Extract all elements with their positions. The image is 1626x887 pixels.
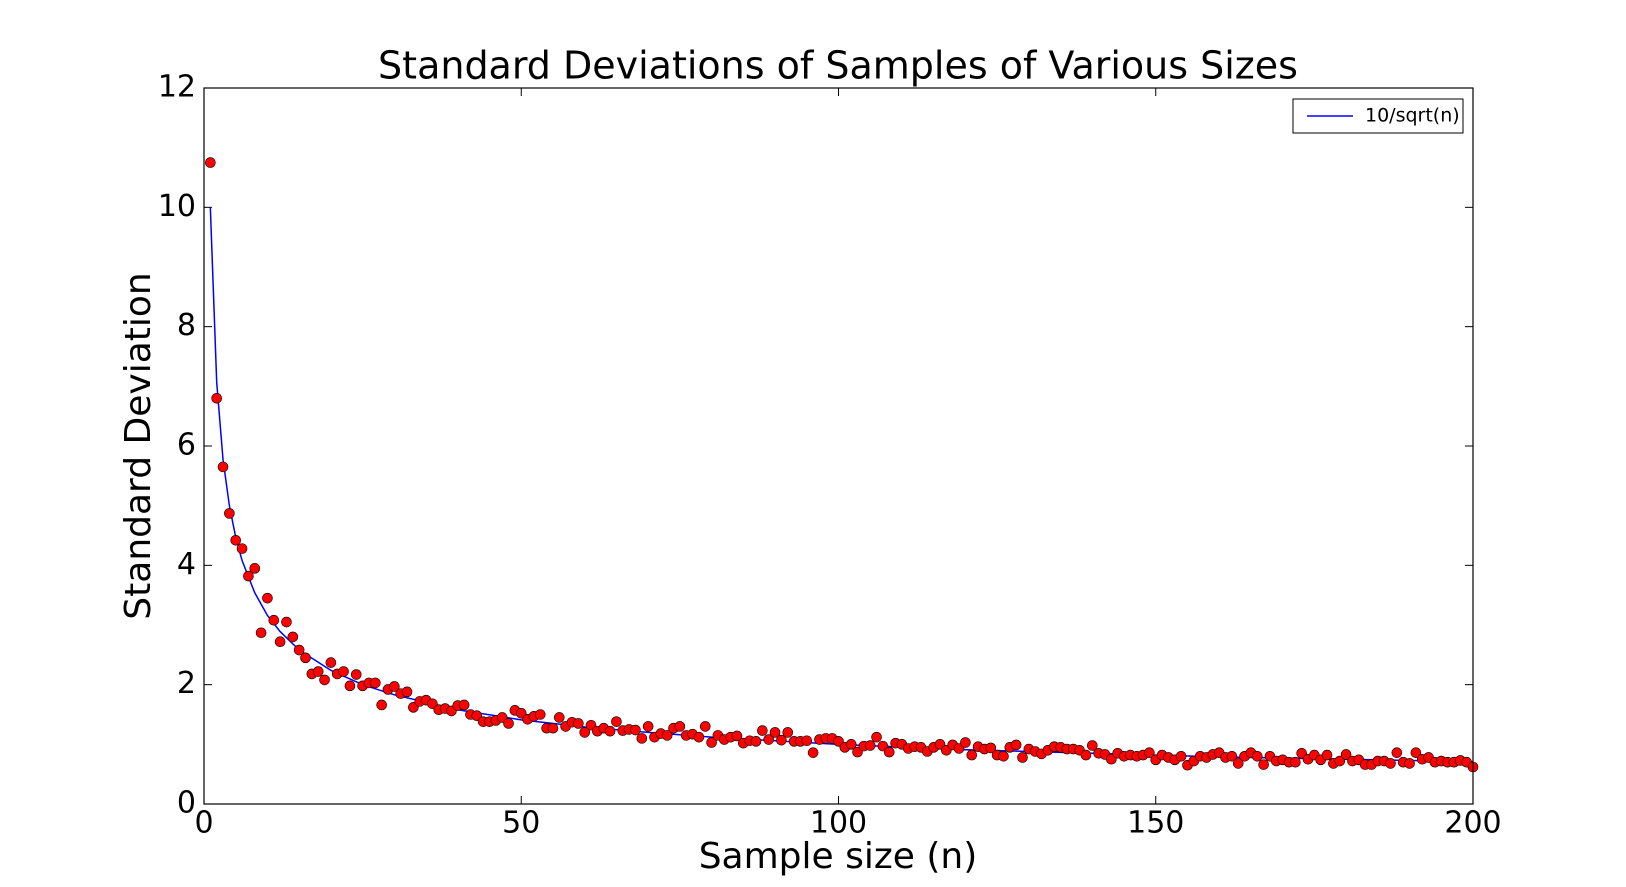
point [642, 721, 654, 732]
point [1290, 756, 1301, 768]
point [1385, 758, 1396, 769]
point [1391, 747, 1403, 758]
point [871, 731, 882, 743]
point [573, 718, 584, 729]
point [300, 652, 311, 664]
point [807, 747, 819, 758]
y-tick-label: 2 [177, 666, 196, 701]
point [1251, 750, 1263, 762]
point [547, 722, 559, 734]
point [389, 681, 400, 692]
point [769, 727, 781, 738]
point [985, 742, 997, 754]
point [262, 592, 273, 604]
point [1340, 749, 1352, 760]
point [1410, 747, 1422, 758]
point [731, 730, 743, 742]
legend-label: 10/sqrt(n) [1365, 105, 1460, 127]
point [1226, 750, 1238, 762]
point [674, 721, 686, 732]
point [782, 727, 794, 738]
point [281, 616, 292, 628]
x-tick-label: 50 [502, 806, 540, 841]
point [236, 543, 248, 554]
point [205, 157, 216, 168]
point [243, 570, 254, 582]
point [319, 674, 330, 686]
x-tick-label: 200 [1444, 806, 1501, 841]
point [230, 534, 242, 546]
plot-frame [203, 87, 1474, 805]
point [376, 699, 387, 711]
point [287, 631, 299, 643]
point [1087, 740, 1098, 751]
point [636, 733, 648, 744]
point [268, 614, 280, 626]
point [1334, 755, 1346, 767]
point [1258, 759, 1269, 770]
point [211, 392, 222, 404]
point [630, 724, 641, 736]
x-axis-label: Sample size (n) [699, 836, 978, 877]
point [293, 644, 305, 656]
point [350, 669, 362, 680]
point [1404, 758, 1415, 769]
point [534, 709, 546, 720]
legend-box [1292, 98, 1464, 134]
x-tick-label: 150 [1127, 806, 1184, 841]
point [312, 666, 324, 677]
point [217, 461, 229, 473]
line [209, 207, 1474, 763]
point [224, 508, 235, 519]
point [801, 735, 813, 747]
point [1144, 747, 1155, 758]
point [661, 730, 673, 741]
point [706, 737, 717, 748]
y-tick-label: 6 [177, 428, 196, 463]
y-tick-label: 4 [177, 547, 196, 582]
point [458, 699, 470, 711]
point [864, 740, 876, 751]
point [1017, 752, 1028, 763]
point [344, 680, 356, 692]
point [1080, 749, 1092, 761]
point [370, 677, 381, 689]
point [554, 712, 565, 723]
point [249, 563, 261, 574]
point [757, 725, 768, 736]
point [579, 727, 591, 738]
x-tick-label: 100 [810, 806, 867, 841]
point [883, 746, 895, 758]
point [1175, 750, 1187, 762]
point [338, 666, 349, 677]
y-tick-label: 0 [177, 786, 196, 821]
point [998, 750, 1009, 762]
y-axis-label: Standard Deviation [118, 272, 159, 619]
point [503, 718, 514, 729]
point [699, 721, 711, 732]
point [845, 739, 857, 750]
point [1232, 758, 1244, 769]
chart-title: Standard Deviations of Samples of Variou… [378, 44, 1298, 88]
point [401, 686, 413, 698]
x-tick-label: 0 [194, 806, 213, 841]
point [960, 737, 971, 748]
point [693, 731, 705, 743]
y-tick-label: 10 [158, 189, 196, 224]
point [1010, 739, 1022, 751]
point [255, 627, 267, 639]
point [750, 736, 762, 747]
point [611, 716, 622, 727]
point [763, 734, 775, 745]
point [274, 636, 286, 648]
y-tick-label: 12 [158, 70, 196, 105]
point [966, 749, 978, 761]
point [325, 657, 337, 668]
point [776, 734, 787, 746]
point [1321, 749, 1333, 761]
y-tick-label: 8 [177, 308, 196, 343]
point [604, 725, 616, 737]
